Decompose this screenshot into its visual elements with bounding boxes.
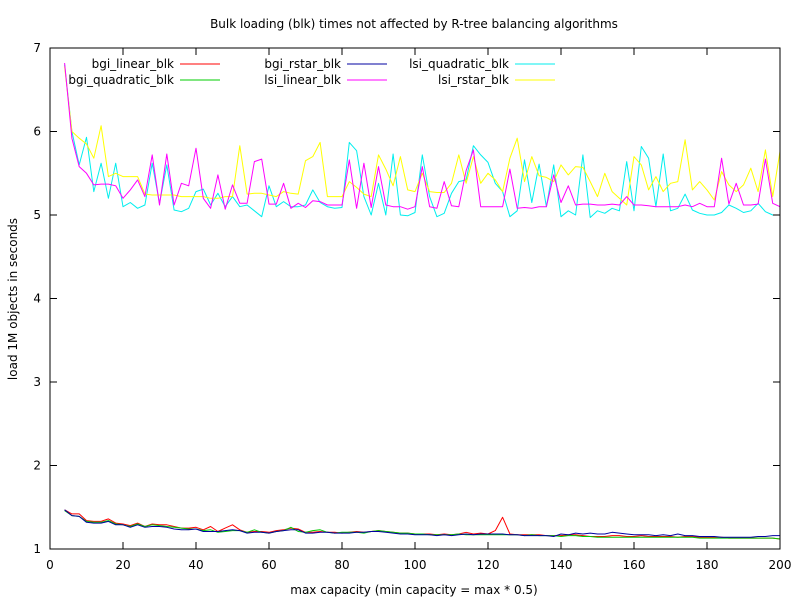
y-tick-label: 4 <box>33 292 41 306</box>
x-tick-label: 0 <box>46 558 54 572</box>
series-line-lsi-linear-blk <box>64 62 781 210</box>
legend-item: bgi_quadratic_blk <box>68 73 220 87</box>
series-line-bgi-rstar-blk <box>64 509 780 538</box>
x-tick-label: 120 <box>477 558 500 572</box>
x-tick-label: 140 <box>550 558 573 572</box>
series-line-lsi-rstar-blk <box>64 66 781 206</box>
legend-item: lsi_linear_blk <box>264 73 387 87</box>
legend-item: lsi_quadratic_blk <box>409 57 555 71</box>
x-tick-label: 40 <box>188 558 203 572</box>
x-tick-label: 80 <box>334 558 349 572</box>
legend-label: bgi_linear_blk <box>92 57 174 71</box>
x-tick-label: 180 <box>696 558 719 572</box>
legend-label: bgi_rstar_blk <box>264 57 341 71</box>
chart-title: Bulk loading (blk) times not affected by… <box>210 17 618 31</box>
y-tick-label: 5 <box>33 208 41 222</box>
legend-label: lsi_quadratic_blk <box>409 57 509 71</box>
y-tick-label: 2 <box>33 459 41 473</box>
x-tick-label: 100 <box>404 558 427 572</box>
x-tick-label: 160 <box>623 558 646 572</box>
x-tick-label: 60 <box>261 558 276 572</box>
y-tick-label: 1 <box>33 542 41 556</box>
x-tick-label: 20 <box>115 558 130 572</box>
y-tick-label: 7 <box>33 41 41 55</box>
series-line-bgi-quadratic-blk <box>64 510 781 540</box>
legend-item: bgi_linear_blk <box>92 57 220 71</box>
legend-item: lsi_rstar_blk <box>438 73 555 87</box>
legend-label: bgi_quadratic_blk <box>68 73 174 87</box>
legend: bgi_linear_blk bgi_quadratic_blk bgi_rstar… <box>68 57 555 87</box>
legend-label: lsi_rstar_blk <box>438 73 509 87</box>
y-tick-label: 6 <box>33 125 41 139</box>
series-line-lsi-quadratic-blk <box>64 64 780 218</box>
y-tick-label: 3 <box>33 375 41 389</box>
legend-item: bgi_rstar_blk <box>264 57 387 71</box>
y-axis-label: load 1M objects in seconds <box>6 218 20 380</box>
axes: 0 20 40 60 80 100 120 140 160 180 200 1 2 3 4 5 6 7 <box>33 41 791 572</box>
x-tick-label: 200 <box>769 558 792 572</box>
x-axis-label: max capacity (min capacity = max * 0.5) <box>290 583 537 597</box>
series-layer <box>64 62 781 540</box>
legend-label: lsi_linear_blk <box>264 73 341 87</box>
